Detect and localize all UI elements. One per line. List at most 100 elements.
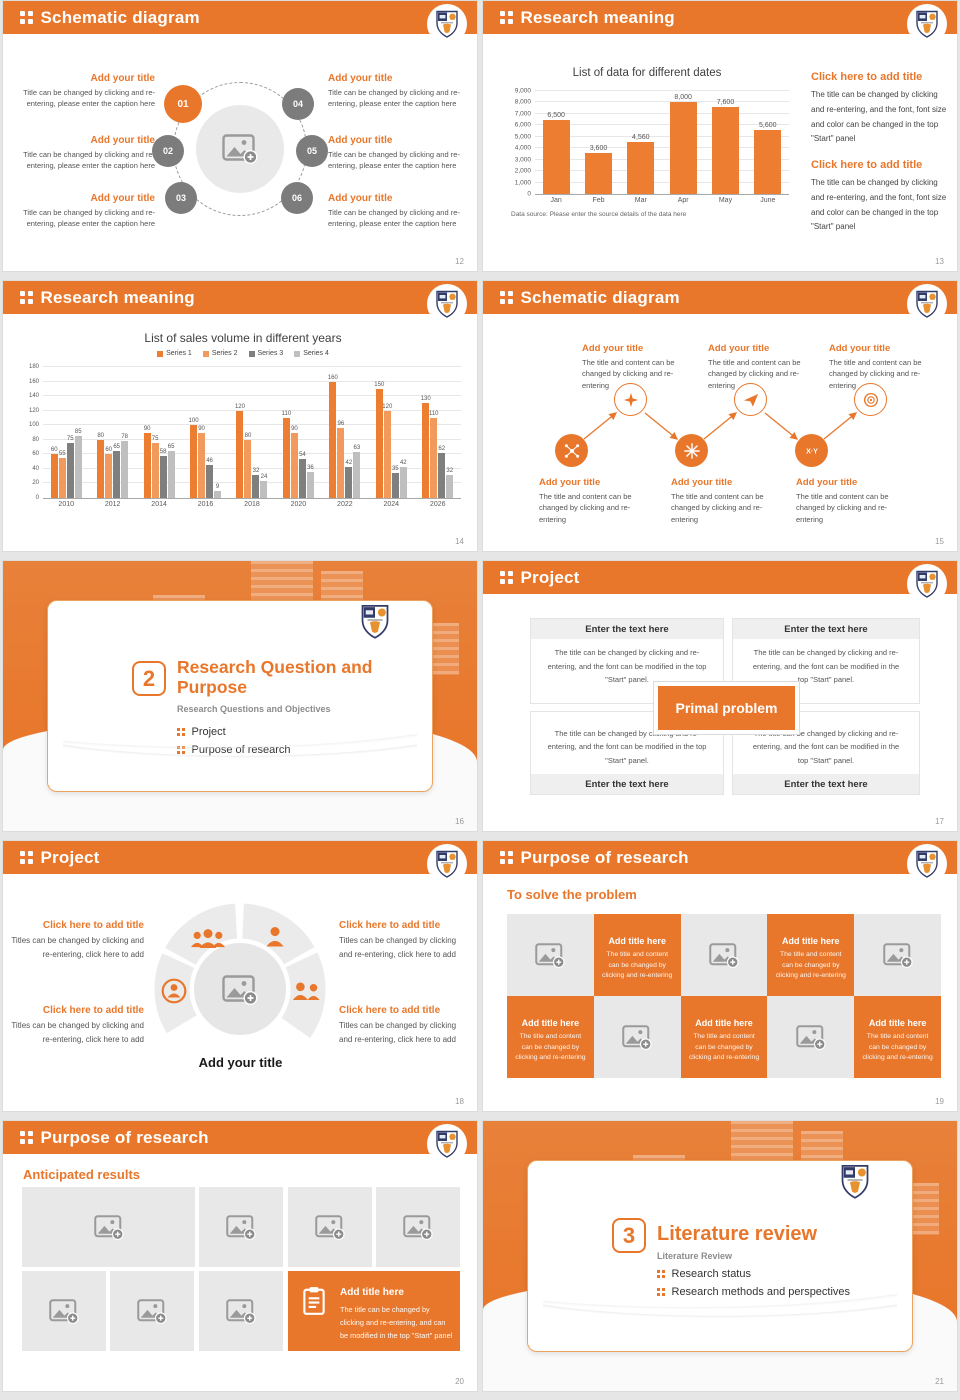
y-axis-label: 40	[32, 465, 39, 472]
bar	[143, 432, 151, 498]
slide-title: Project	[40, 847, 100, 867]
slide-schematic-flow[interactable]: Schematic diagram Add your title The titl…	[483, 281, 957, 551]
header-dots-icon	[500, 11, 513, 24]
y-axis-label: 60	[32, 451, 39, 458]
bar-value-label: 32	[252, 467, 260, 474]
flow-node	[675, 434, 708, 467]
network-icon	[563, 442, 581, 460]
bar-group: 5,600 June	[754, 91, 782, 204]
bar-value-label: 32	[446, 467, 454, 474]
bar-value-label: 46	[206, 457, 213, 464]
target-icon	[862, 391, 880, 409]
image-tile	[507, 914, 594, 996]
x-axis-label: 2010	[58, 501, 74, 508]
bar-value-label: 63	[353, 445, 361, 452]
image-tile	[680, 914, 768, 996]
caption-block: Click here to add title Titles can be cha…	[339, 1005, 457, 1044]
university-crest-logo	[360, 604, 390, 639]
slide-section-cover-2[interactable]: 2 Research Question and Purpose Research…	[3, 561, 477, 831]
image-box	[288, 1187, 372, 1267]
y-axis-label: 80	[32, 436, 39, 443]
page-number: 17	[935, 817, 944, 826]
step-number: 05	[296, 135, 328, 167]
slide-primal-problem[interactable]: Project Enter the text here The title can…	[483, 561, 957, 831]
text-box: Enter the text here The title can be chan…	[530, 618, 724, 704]
bar-value-label: 58	[159, 448, 167, 455]
cover-card: 2 Research Question and Purpose Research…	[47, 600, 433, 792]
section-subtitle: To solve the problem	[507, 887, 637, 902]
bar	[198, 432, 206, 498]
bar	[337, 428, 345, 498]
bar-wrap: 110	[282, 367, 291, 498]
x-axis-label: June	[760, 197, 776, 204]
bar-wrap: 90	[198, 367, 206, 498]
header-dots-icon	[20, 851, 33, 864]
bar-wrap: 3,600	[584, 91, 612, 194]
bar	[214, 491, 222, 498]
x-axis-label: Feb	[592, 197, 605, 204]
y-axis-label: 2,000	[514, 167, 531, 175]
bar	[584, 152, 612, 194]
bar-wrap: 65	[113, 367, 121, 498]
slide-title: Purpose of research	[520, 847, 689, 867]
sparkle-icon	[622, 391, 640, 409]
x-axis-label: 2014	[151, 501, 167, 508]
slide-schematic-circle[interactable]: Schematic diagram Add your title Title ca…	[3, 1, 477, 271]
university-crest-logo	[915, 290, 939, 318]
bar-wrap: 65	[167, 367, 175, 498]
bar-wrap: 96	[337, 367, 345, 498]
bar-wrap: 58	[159, 367, 167, 498]
bar-value-label: 80	[97, 432, 104, 439]
slide-section-cover-3[interactable]: 3 Literature review Literature Review Re…	[483, 1121, 957, 1391]
bar-value-label: 6,500	[547, 111, 565, 119]
header-dots-icon	[20, 291, 33, 304]
image-placeholder-icon	[94, 1215, 124, 1240]
gridline	[43, 380, 461, 382]
bar-group: 90 75 58 65 2014	[143, 367, 175, 508]
section-subtitle: Anticipated results	[23, 1167, 141, 1182]
bar	[252, 474, 260, 498]
bar	[282, 417, 290, 498]
image-placeholder-icon	[796, 1025, 826, 1050]
slide-solve-problem[interactable]: Purpose of research To solve the problem…	[483, 841, 957, 1111]
y-axis-label: 7,000	[514, 110, 531, 118]
image-box	[376, 1187, 460, 1267]
image-tile	[593, 996, 681, 1078]
bar-value-label: 90	[143, 425, 151, 432]
title-tile: Add title here The title and content can …	[767, 914, 855, 996]
slide-project-ring[interactable]: Project Click here to add title Titles ca…	[3, 841, 477, 1111]
bar-value-label: 55	[58, 450, 66, 457]
bar-wrap: 85	[74, 367, 82, 498]
logo-notch	[427, 4, 467, 44]
logo-notch	[427, 844, 467, 884]
header-dots-icon	[500, 571, 513, 584]
slide-anticipated-results[interactable]: Purpose of research Anticipated results …	[3, 1121, 477, 1391]
bar-wrap: 62	[438, 367, 446, 498]
text-box: The title can be changed by clicking and…	[530, 711, 724, 795]
section-item: Research status	[657, 1268, 850, 1280]
bar-value-label: 160	[327, 374, 338, 381]
bar	[66, 443, 74, 498]
header-dots-icon	[20, 1131, 33, 1144]
bar	[754, 129, 782, 194]
x-axis-label: 2024	[383, 501, 400, 508]
page-number: 21	[935, 1377, 944, 1386]
page-number: 19	[935, 1097, 944, 1106]
slide-title: Schematic diagram	[520, 287, 680, 307]
gridline	[43, 409, 461, 411]
bar	[121, 441, 129, 498]
bars: 60 55 75 85 2010 80 60 65 78 2012 90 75 58 65 2014 100 9…	[43, 367, 461, 508]
image-placeholder-icon	[883, 943, 913, 968]
slide-bar-chart-dates[interactable]: Research meaning List of data for differ…	[483, 1, 957, 271]
bar-wrap: 80	[97, 367, 105, 498]
bar-value-label: 9	[215, 484, 220, 491]
bar-wrap: 5,600	[754, 91, 782, 194]
bar	[353, 452, 361, 498]
gridline	[535, 170, 789, 172]
slide-bar-chart-sales[interactable]: Research meaning List of sales volume in…	[3, 281, 477, 551]
bar	[167, 450, 175, 498]
chart-title: List of sales volume in different years	[144, 331, 342, 345]
y-axis-label: 140	[28, 393, 39, 400]
center-image-placeholder	[196, 105, 284, 193]
bar-wrap: 130	[421, 367, 431, 498]
